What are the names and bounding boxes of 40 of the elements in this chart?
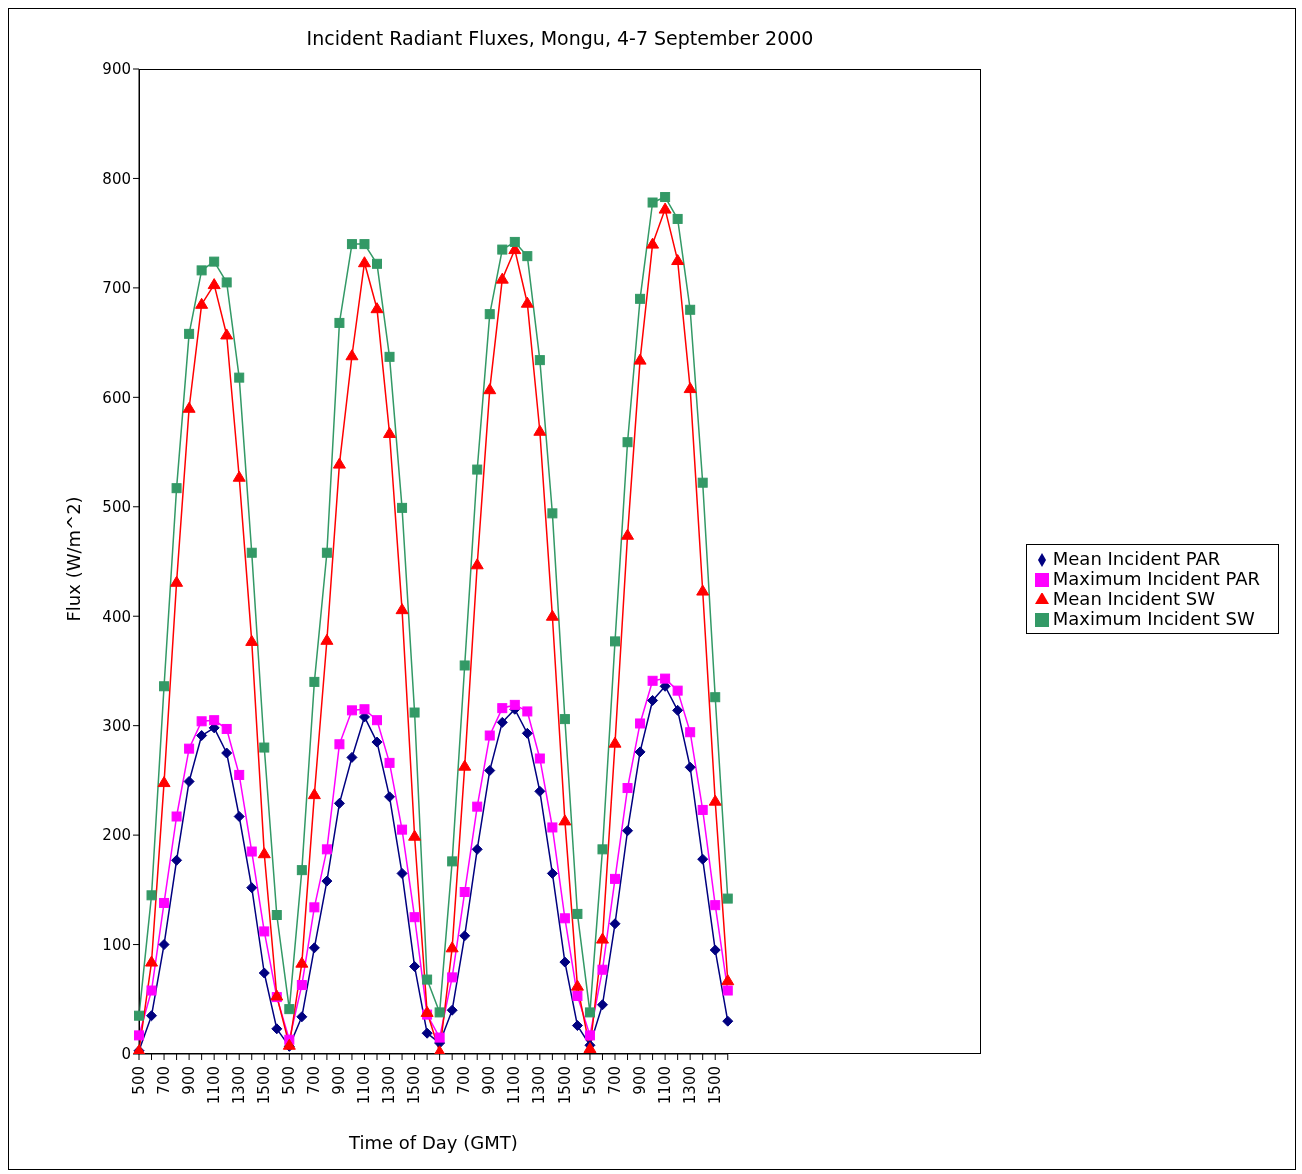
- y-tick-label: 0: [121, 1045, 131, 1064]
- x-tick-label: 700: [455, 1066, 474, 1095]
- y-tick-label: 300: [102, 716, 131, 735]
- x-tick-label: 500: [580, 1066, 599, 1095]
- y-tick-label: 400: [102, 607, 131, 626]
- x-tick-label: 1500: [705, 1066, 724, 1105]
- x-tick-label: 1500: [405, 1066, 424, 1105]
- x-tick-label: 1500: [254, 1066, 273, 1105]
- legend-label: Maximum Incident PAR: [1052, 568, 1260, 589]
- x-tick-label: 500: [279, 1066, 298, 1095]
- y-axis-title: Flux (W/m^2): [63, 496, 85, 622]
- y-tick-label: 600: [102, 388, 131, 407]
- x-axis-title: Time of Day (GMT): [348, 1132, 518, 1153]
- x-tick-label: 1300: [229, 1066, 248, 1105]
- x-tick-label: 700: [605, 1066, 624, 1095]
- x-tick-label: 1300: [680, 1066, 699, 1105]
- legend-label: Mean Incident PAR: [1052, 548, 1221, 569]
- y-tick-label: 900: [102, 60, 131, 79]
- legend-label: Mean Incident SW: [1052, 588, 1216, 609]
- x-tick-label: 900: [480, 1066, 499, 1095]
- x-tick-label: 1100: [355, 1066, 374, 1105]
- x-tick-label: 1100: [655, 1066, 674, 1105]
- x-tick-label: 1500: [555, 1066, 574, 1105]
- x-tick-label: 900: [630, 1066, 649, 1095]
- y-tick-label: 800: [102, 169, 131, 188]
- y-tick-label: 100: [102, 935, 131, 954]
- y-tick-label: 500: [102, 498, 131, 517]
- x-tick-label: 1100: [505, 1066, 524, 1105]
- y-tick-label: 700: [102, 279, 131, 298]
- x-tick-label: 1300: [530, 1066, 549, 1105]
- x-tick-label: 1300: [380, 1066, 399, 1105]
- chart-title: Incident Radiant Fluxes, Mongu, 4-7 September 2000: [305, 27, 815, 49]
- x-tick-label: 900: [330, 1066, 349, 1095]
- x-tick-label: 700: [305, 1066, 324, 1095]
- legend-label: Maximum Incident SW: [1052, 608, 1255, 629]
- x-tick-label: 1100: [204, 1066, 223, 1105]
- y-tick-label: 200: [102, 826, 131, 845]
- x-tick-label: 900: [179, 1066, 198, 1095]
- x-tick-label: 700: [154, 1066, 173, 1095]
- x-tick-label: 500: [430, 1066, 449, 1095]
